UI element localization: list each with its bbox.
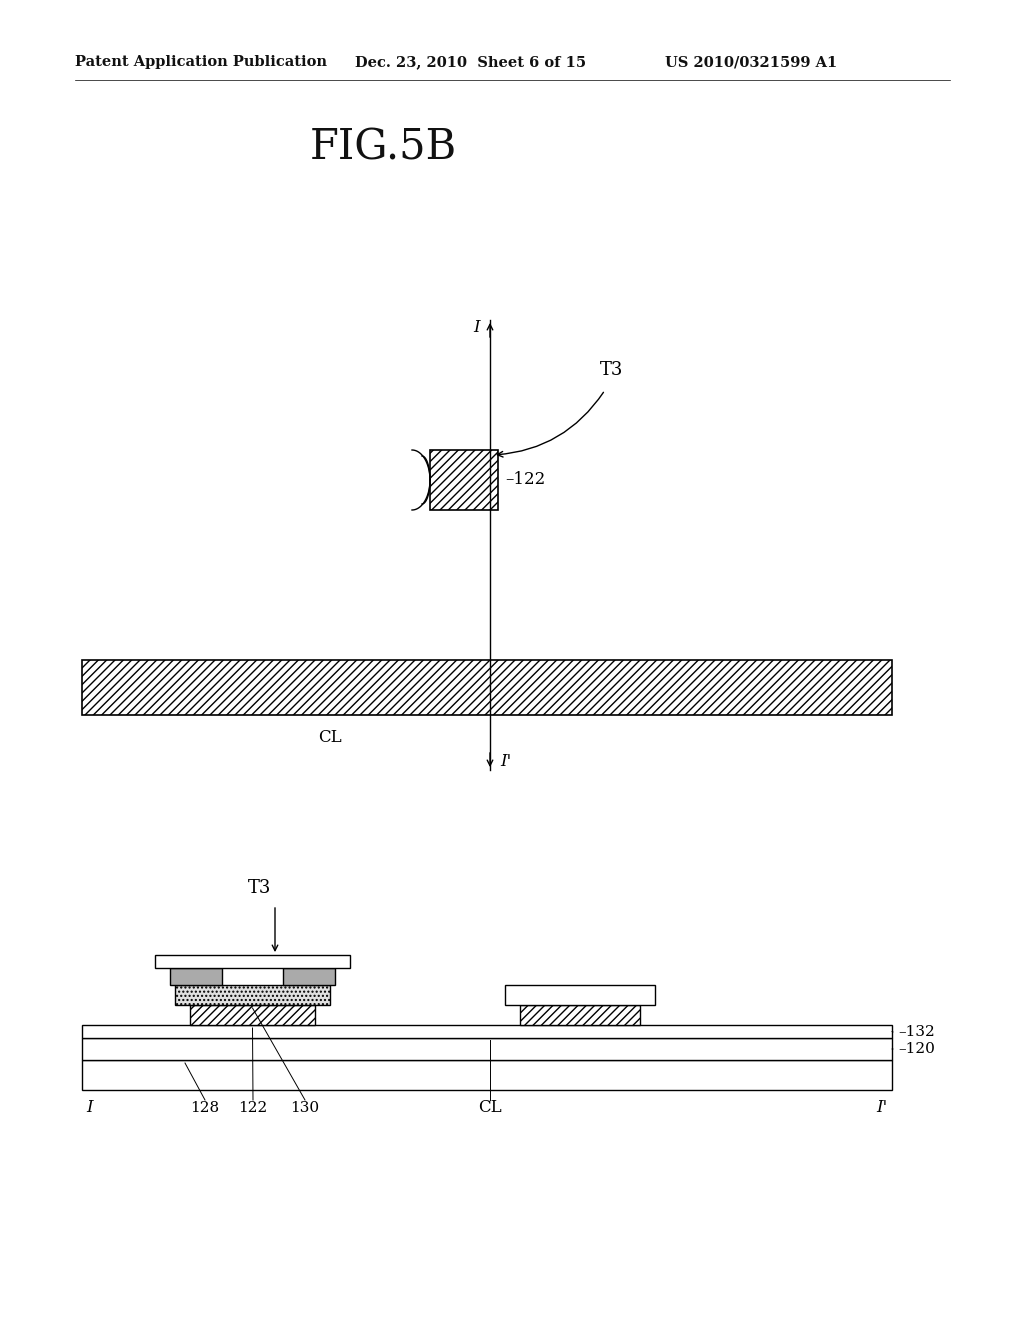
Bar (505, 985, 655, 1005)
Text: 122: 122 (239, 1101, 267, 1115)
Text: I': I' (877, 1100, 888, 1117)
Text: –120: –120 (898, 1041, 935, 1056)
Text: T3: T3 (248, 879, 271, 898)
Bar (190, 1005, 315, 1026)
Bar (82, 1026, 892, 1038)
Text: FIG.5B: FIG.5B (310, 127, 457, 169)
Bar (82, 1060, 892, 1090)
Text: 128: 128 (190, 1101, 219, 1115)
Text: Dec. 23, 2010  Sheet 6 of 15: Dec. 23, 2010 Sheet 6 of 15 (355, 55, 586, 69)
Text: –132: –132 (898, 1026, 935, 1039)
Text: CL: CL (318, 730, 342, 747)
Text: US 2010/0321599 A1: US 2010/0321599 A1 (665, 55, 838, 69)
Text: I: I (474, 319, 480, 337)
Text: T3: T3 (600, 360, 624, 379)
Bar (82, 1038, 892, 1060)
Bar (82, 660, 892, 715)
Text: Patent Application Publication: Patent Application Publication (75, 55, 327, 69)
Text: I': I' (501, 754, 512, 771)
Bar (175, 985, 330, 1005)
Text: 130: 130 (291, 1101, 319, 1115)
Bar (430, 450, 498, 510)
Bar (155, 954, 350, 968)
Bar (170, 968, 222, 985)
Bar (283, 968, 335, 985)
Bar (520, 1005, 640, 1026)
Text: –122: –122 (505, 471, 545, 488)
Text: CL: CL (478, 1100, 502, 1117)
Text: I: I (87, 1100, 93, 1117)
